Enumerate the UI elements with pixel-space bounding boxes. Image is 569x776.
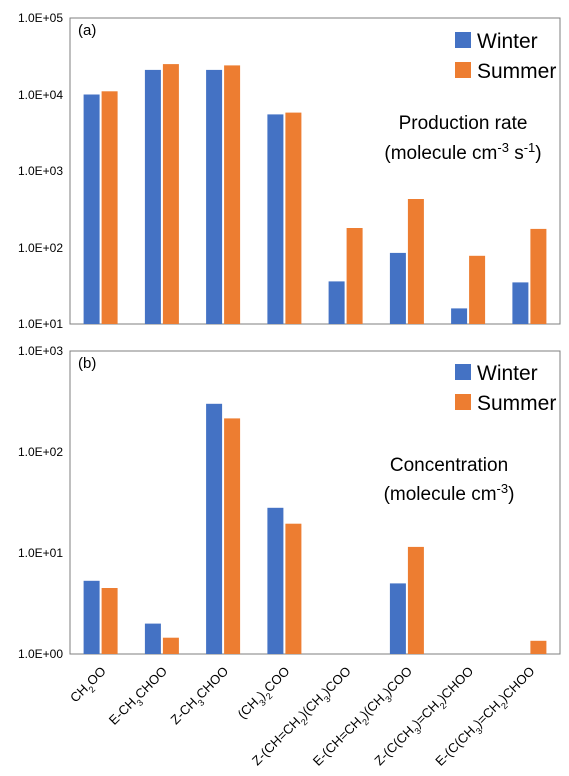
bar-winter	[451, 308, 468, 324]
y-tick-label: 1.0E+02	[18, 241, 63, 255]
bar-summer	[224, 65, 241, 325]
annotation-line-1: Concentration	[390, 455, 508, 476]
category-label: CH2OO	[67, 664, 112, 709]
legend-swatch-summer	[455, 62, 471, 78]
bar-winter	[267, 114, 284, 325]
bar-summer	[162, 64, 179, 324]
bar-summer	[285, 112, 302, 324]
bar-winter	[206, 403, 223, 654]
y-tick-label: 1.0E+05	[18, 11, 63, 25]
bar-winter	[267, 507, 284, 654]
bar-summer	[469, 255, 486, 324]
category-label: E-CH3CHOO	[106, 664, 173, 731]
bar-summer	[530, 640, 547, 654]
y-tick-label: 1.0E+01	[18, 317, 63, 331]
y-tick-label: 1.0E+02	[18, 445, 63, 459]
category-label: Z-CH3CHOO	[168, 664, 235, 731]
legend-swatch-winter	[455, 32, 471, 48]
bar-winter	[83, 580, 100, 654]
legend-label-winter: Winter	[477, 30, 538, 53]
bar-winter	[389, 583, 406, 654]
bar-summer	[285, 523, 302, 654]
bar-summer	[224, 418, 241, 654]
annotation-line-2: (molecule cm-3)	[384, 481, 515, 506]
bar-summer	[530, 228, 547, 324]
bar-winter	[328, 281, 345, 324]
annotation-line-1: Production rate	[399, 113, 528, 134]
legend-label-winter: Winter	[477, 362, 538, 385]
panel-label: (a)	[78, 22, 96, 39]
y-tick-label: 1.0E+04	[18, 88, 63, 102]
y-tick-label: 1.0E+00	[18, 647, 63, 661]
category-label: (CH3)2COO	[234, 664, 295, 725]
bar-summer	[162, 637, 179, 654]
plot-frame	[69, 17, 561, 325]
bar-winter	[144, 69, 161, 325]
legend-swatch-winter	[455, 364, 471, 380]
panel-a: 1.0E+01 1.0E+02 1.0E+03 1.0E+04 1.0E+05 (a) Wi…	[18, 11, 561, 331]
bar-winter	[206, 69, 223, 325]
y-tick-label: 1.0E+03	[18, 344, 63, 358]
bar-summer	[407, 199, 424, 324]
panel-label: (b)	[78, 355, 96, 372]
panel-b: 1.0E+00 1.0E+01 1.0E+02 1.0E+03 (b) Winter Sum…	[18, 344, 561, 661]
bar-winter	[512, 282, 529, 324]
bar-winter	[389, 252, 406, 324]
legend-label-summer: Summer	[477, 392, 556, 415]
bar-summer	[101, 588, 118, 654]
plot-frame	[69, 350, 561, 655]
y-tick-label: 1.0E+03	[18, 164, 63, 178]
x-axis-categories: CH2OOE-CH3CHOOZ-CH3CHOO(CH3)2COOZ-(CH=CH…	[67, 664, 538, 769]
y-tick-label: 1.0E+01	[18, 546, 63, 560]
bar-summer	[407, 546, 424, 654]
bar-summer	[101, 91, 118, 324]
legend-swatch-summer	[455, 394, 471, 410]
bar-winter	[83, 94, 100, 324]
bar-winter	[144, 623, 161, 654]
bar-summer	[346, 228, 363, 324]
annotation-line-2: (molecule cm-3 s-1)	[384, 140, 541, 165]
legend-label-summer: Summer	[477, 60, 556, 83]
